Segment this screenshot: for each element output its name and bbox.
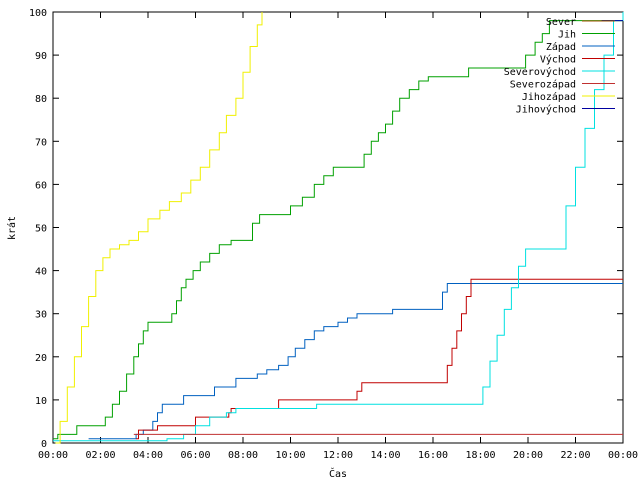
y-axis-label: krát xyxy=(6,216,18,240)
x-tick-label: 18:00 xyxy=(465,450,495,461)
legend-label-jih: Jih xyxy=(558,30,576,41)
x-tick-label: 08:00 xyxy=(228,450,258,461)
x-axis-label: Čas xyxy=(329,467,347,480)
legend-label-zapad: Západ xyxy=(546,41,576,53)
legend-label-jihozapad: Jihozápad xyxy=(522,91,576,103)
series-line-severovychod xyxy=(53,12,624,442)
x-tick-label: 04:00 xyxy=(133,450,163,461)
legend-label-jihovychod: Jihovýchod xyxy=(516,104,576,116)
y-tick-label: 10 xyxy=(35,396,47,407)
y-tick-label: 60 xyxy=(35,180,47,191)
y-tick-label: 40 xyxy=(35,267,47,278)
series-line-jih xyxy=(53,20,623,440)
y-tick-label: 80 xyxy=(35,94,47,105)
legend-label-vychod: Východ xyxy=(540,54,576,66)
x-tick-label: 10:00 xyxy=(275,450,305,461)
legend-label-severovychod: Severovýchod xyxy=(504,66,576,78)
y-tick-label: 100 xyxy=(29,8,47,19)
x-tick-label: 02:00 xyxy=(85,450,115,461)
x-tick-label: 20:00 xyxy=(513,450,543,461)
y-tick-label: 0 xyxy=(41,439,47,450)
x-tick-label: 22:00 xyxy=(560,450,590,461)
series-line-zapad xyxy=(88,283,623,440)
x-tick-label: 00:00 xyxy=(608,450,638,461)
series-line-vychod xyxy=(136,278,623,440)
y-tick-label: 20 xyxy=(35,353,47,364)
y-tick-label: 50 xyxy=(35,224,47,235)
x-tick-label: 16:00 xyxy=(418,450,448,461)
y-tick-label: 70 xyxy=(35,137,47,148)
x-tick-label: 14:00 xyxy=(370,450,400,461)
x-tick-label: 06:00 xyxy=(180,450,210,461)
legend-label-sever: Sever xyxy=(546,17,576,28)
y-tick-label: 90 xyxy=(35,51,47,62)
x-tick-label: 00:00 xyxy=(38,450,68,461)
legend-label-severozapad: Severozápad xyxy=(510,79,576,91)
y-tick-label: 30 xyxy=(35,310,47,321)
series-line-jihozapad xyxy=(55,12,263,444)
x-tick-label: 12:00 xyxy=(323,450,353,461)
